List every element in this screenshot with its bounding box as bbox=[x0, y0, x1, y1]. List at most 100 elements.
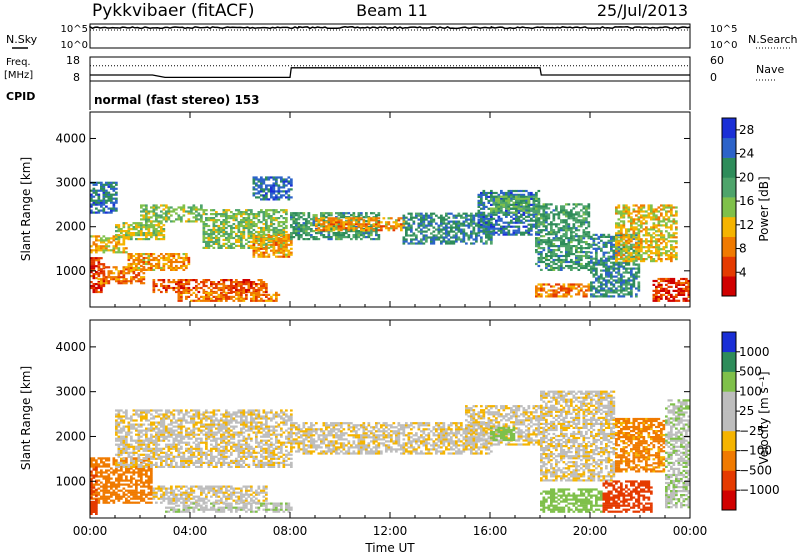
data-cell bbox=[420, 214, 423, 217]
data-cell bbox=[187, 291, 191, 294]
data-cell bbox=[532, 193, 536, 196]
data-cell bbox=[412, 238, 416, 241]
data-cell bbox=[255, 284, 258, 288]
data-cell bbox=[95, 283, 98, 286]
data-cell bbox=[590, 235, 593, 238]
data-cell bbox=[610, 249, 613, 252]
data-cell bbox=[357, 232, 361, 235]
data-cell bbox=[297, 234, 301, 237]
data-cell bbox=[612, 269, 616, 272]
data-cell bbox=[147, 232, 151, 235]
data-cell bbox=[502, 197, 506, 200]
data-cell bbox=[637, 271, 641, 274]
data-cell bbox=[380, 225, 383, 228]
data-cell bbox=[115, 230, 118, 233]
data-cell bbox=[672, 281, 676, 285]
data-cell bbox=[507, 201, 511, 204]
data-cell bbox=[207, 286, 211, 290]
data-cell bbox=[222, 279, 226, 282]
data-cell bbox=[642, 206, 646, 209]
data-cell bbox=[120, 270, 123, 273]
data-cell bbox=[622, 271, 626, 274]
data-cell bbox=[590, 271, 593, 274]
data-cell bbox=[242, 291, 246, 294]
data-cell bbox=[570, 237, 573, 240]
data-cell bbox=[122, 280, 126, 283]
data-cell bbox=[525, 201, 528, 204]
data-cell bbox=[102, 249, 106, 252]
data-cell bbox=[127, 224, 131, 227]
data-cell bbox=[655, 293, 658, 296]
data-cell bbox=[550, 249, 553, 252]
data-cell bbox=[222, 226, 226, 230]
data-cell bbox=[107, 237, 111, 240]
data-cell bbox=[377, 217, 381, 220]
data-cell bbox=[440, 214, 443, 217]
data-cell bbox=[410, 212, 413, 215]
data-cell bbox=[132, 232, 136, 235]
data-cell bbox=[235, 293, 238, 296]
data-cell bbox=[460, 230, 463, 233]
data-cell bbox=[587, 268, 591, 271]
data-cell bbox=[250, 219, 253, 222]
data-cell bbox=[655, 252, 658, 255]
data-cell bbox=[175, 290, 178, 294]
data-cell bbox=[615, 232, 618, 235]
data-cell bbox=[657, 295, 661, 298]
data-cell bbox=[590, 251, 593, 254]
data-cell bbox=[285, 211, 288, 214]
data-cell bbox=[520, 233, 523, 236]
data-cell bbox=[110, 241, 113, 244]
data-cell bbox=[677, 299, 681, 302]
data-cell bbox=[580, 247, 583, 250]
data-cell bbox=[635, 210, 638, 213]
data-cell bbox=[262, 286, 266, 290]
data-cell bbox=[252, 182, 256, 185]
data-cell bbox=[137, 222, 141, 225]
data-cell bbox=[527, 215, 531, 218]
data-cell bbox=[155, 214, 158, 217]
data-cell bbox=[100, 469, 103, 472]
data-cell bbox=[507, 233, 511, 236]
data-cell bbox=[335, 223, 338, 226]
data-cell bbox=[537, 260, 541, 264]
data-cell bbox=[465, 220, 468, 223]
data-cell bbox=[300, 228, 303, 231]
data-cell bbox=[302, 218, 306, 221]
data-cell bbox=[185, 297, 188, 300]
data-cell bbox=[102, 465, 106, 468]
data-cell bbox=[120, 228, 123, 231]
data-cell bbox=[665, 224, 668, 227]
data-cell bbox=[127, 234, 131, 237]
data-cell bbox=[575, 247, 578, 250]
data-cell bbox=[282, 190, 286, 193]
data-cell bbox=[502, 195, 506, 198]
data-cell bbox=[105, 199, 108, 202]
data-cell bbox=[617, 293, 621, 296]
data-cell bbox=[480, 207, 483, 210]
data-cell bbox=[645, 238, 648, 241]
data-cell bbox=[277, 230, 281, 234]
data-cell bbox=[342, 212, 346, 215]
data-cell bbox=[307, 222, 311, 225]
data-cell bbox=[97, 479, 101, 482]
data-cell bbox=[537, 221, 541, 224]
data-cell bbox=[635, 293, 638, 296]
data-cell bbox=[125, 247, 128, 250]
data-cell bbox=[602, 277, 606, 280]
data-cell bbox=[307, 220, 311, 223]
data-cell bbox=[122, 234, 126, 237]
data-cell bbox=[110, 249, 113, 252]
data-cell bbox=[537, 217, 541, 220]
data-cell bbox=[187, 283, 191, 286]
data-cell bbox=[552, 254, 556, 258]
data-cell bbox=[675, 206, 678, 209]
data-cell bbox=[675, 254, 678, 257]
data-cell bbox=[550, 243, 553, 246]
data-cell bbox=[507, 199, 511, 202]
data-cell bbox=[107, 197, 111, 200]
data-cell bbox=[630, 216, 633, 219]
data-cell bbox=[455, 240, 458, 243]
data-cell bbox=[492, 195, 496, 198]
data-cell bbox=[140, 260, 143, 264]
